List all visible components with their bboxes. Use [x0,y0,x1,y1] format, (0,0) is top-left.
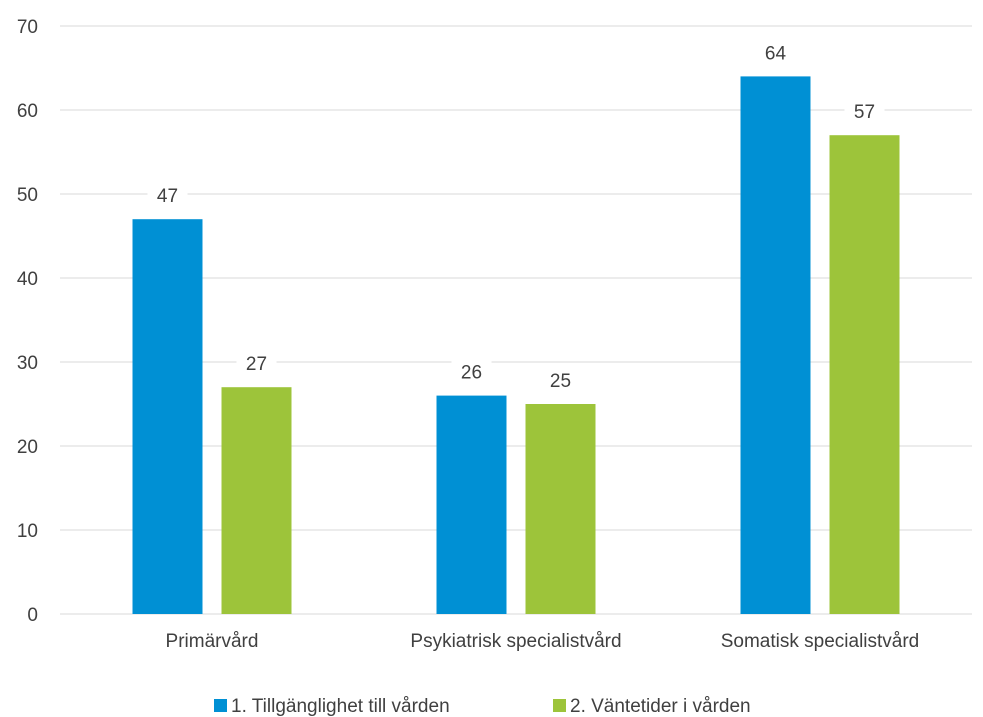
x-category-label: Psykiatrisk specialistvård [410,631,621,652]
bar-series-2-cat-1 [221,387,292,614]
data-labels: 47 27 26 25 64 57 [147,38,885,394]
bar-series-2-cat-2 [525,404,596,614]
bar-series-2-cat-3 [829,135,900,614]
y-tick-label: 60 [17,101,38,122]
legend-label: 2. Väntetider i vården [570,696,751,717]
bar-series-1-cat-2 [436,395,507,614]
data-label-background [147,181,188,210]
y-tick-label: 50 [17,185,38,206]
y-tick-label: 0 [27,605,38,626]
x-category-label: Somatisk specialistvård [721,631,920,652]
data-label-background [844,97,885,126]
legend-label: 1. Tillgänglighet till vården [231,696,450,717]
y-tick-label: 10 [17,521,38,542]
gridlines [60,25,972,615]
data-label-background [236,349,277,378]
data-label-background [451,357,492,386]
bar-series-1-cat-3 [740,76,811,614]
y-axis-tick-labels: 0 10 20 30 40 50 60 70 [17,17,38,626]
x-axis-category-labels: Primärvård Psykiatrisk specialistvård Soma… [166,631,920,652]
x-category-label: Primärvård [166,631,259,652]
data-label: 26 [461,363,482,384]
y-tick-label: 40 [17,269,38,290]
data-label-background [755,38,796,67]
data-label: 57 [854,102,875,123]
bars [132,76,900,614]
y-tick-label: 70 [17,17,38,38]
bar-series-1-cat-1 [132,219,203,614]
legend: 1. Tillgänglighet till vården 2. Väntetid… [214,696,751,717]
legend-swatch [553,699,566,712]
y-tick-label: 20 [17,437,38,458]
data-label-background [540,366,581,394]
data-label: 25 [550,371,571,392]
data-label: 47 [157,186,178,207]
legend-swatch [214,699,227,712]
data-label: 27 [246,354,267,375]
y-tick-label: 30 [17,353,38,374]
data-label: 64 [765,43,787,64]
